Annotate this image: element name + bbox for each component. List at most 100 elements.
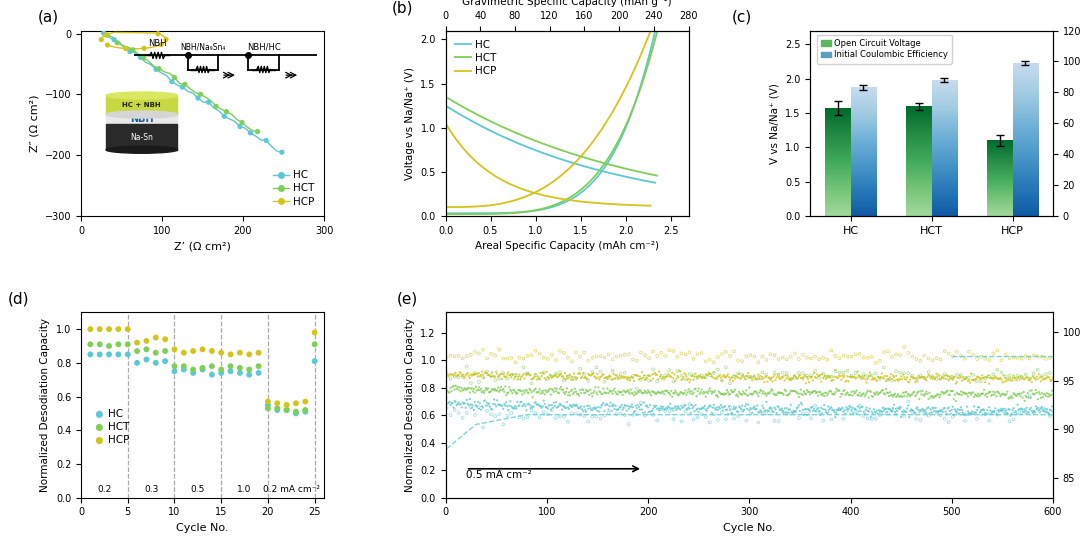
Point [931, 406, 948, 415]
Point [485, 372, 502, 381]
Point [477, 401, 495, 410]
Text: (c): (c) [732, 9, 753, 24]
HCP [241, 350, 258, 359]
Point [945, 373, 962, 382]
HC [203, 370, 220, 379]
Point [1007, 390, 1024, 399]
Point [518, 351, 536, 360]
Point [518, 406, 536, 415]
Point [876, 390, 893, 399]
Point [766, 370, 783, 379]
Point [946, 373, 963, 381]
Point [796, 389, 813, 398]
Point [545, 398, 563, 407]
Point [836, 371, 853, 380]
Point [907, 378, 924, 387]
Point [544, 373, 562, 381]
Point [525, 374, 542, 383]
Point [672, 388, 689, 397]
Point [514, 371, 531, 380]
Point [969, 373, 986, 381]
Point [891, 403, 908, 412]
Point [1016, 375, 1034, 384]
Point [513, 398, 530, 406]
Point [798, 410, 815, 419]
Point [760, 404, 778, 413]
Point [937, 375, 955, 384]
HCP [565, 197, 578, 203]
Point [963, 375, 981, 384]
Point [728, 391, 745, 400]
Point [1039, 373, 1056, 381]
Point [895, 406, 913, 415]
Point [508, 404, 525, 413]
Point [774, 406, 792, 415]
Point [597, 389, 615, 398]
Point [707, 374, 725, 383]
Point [192, 90, 210, 99]
Line: HC: HC [446, 106, 656, 183]
Point [757, 389, 774, 398]
Point [691, 389, 708, 398]
Point [890, 392, 907, 401]
Point [517, 402, 535, 411]
Point [807, 366, 824, 375]
HC [110, 350, 127, 359]
Point [465, 405, 483, 414]
Point [855, 374, 873, 383]
Point [592, 414, 609, 423]
Point [701, 371, 718, 380]
Point [635, 389, 652, 398]
Point [777, 385, 794, 394]
Point [932, 411, 949, 420]
Point [733, 370, 751, 379]
Point [1025, 351, 1042, 360]
Point [840, 377, 858, 386]
Point [912, 356, 929, 365]
Point [499, 402, 516, 411]
Point [536, 390, 553, 399]
Point [535, 402, 552, 411]
Point [758, 370, 775, 379]
HCT [278, 405, 295, 414]
Point [648, 416, 665, 425]
Point [678, 405, 696, 414]
Point [944, 375, 961, 384]
Point [812, 378, 829, 386]
Point [993, 368, 1010, 377]
Text: (d): (d) [9, 291, 29, 306]
Point [847, 369, 864, 378]
Point [882, 406, 900, 415]
Point [739, 404, 756, 413]
Point [841, 401, 859, 410]
Point [489, 372, 507, 381]
Point [1025, 407, 1042, 416]
Point [535, 368, 552, 377]
Point [518, 413, 536, 421]
Point [916, 351, 933, 360]
Point [685, 402, 702, 411]
Point [832, 393, 849, 401]
Point [652, 373, 670, 382]
Point [704, 403, 721, 412]
Point [751, 408, 768, 417]
Point [994, 407, 1011, 416]
Point [627, 390, 645, 399]
Point [770, 416, 787, 425]
Point [673, 375, 690, 384]
Point [501, 383, 518, 391]
Point [740, 369, 757, 378]
Point [728, 390, 745, 399]
Point [565, 390, 582, 399]
Point [680, 385, 698, 394]
Point [1043, 386, 1061, 395]
Point [788, 388, 806, 397]
Point [928, 408, 945, 417]
HCP [157, 335, 174, 344]
Point [971, 373, 988, 382]
Point [840, 390, 858, 399]
Point [1013, 389, 1030, 398]
Point [483, 410, 500, 419]
Point [1009, 400, 1026, 409]
Point [670, 402, 687, 411]
